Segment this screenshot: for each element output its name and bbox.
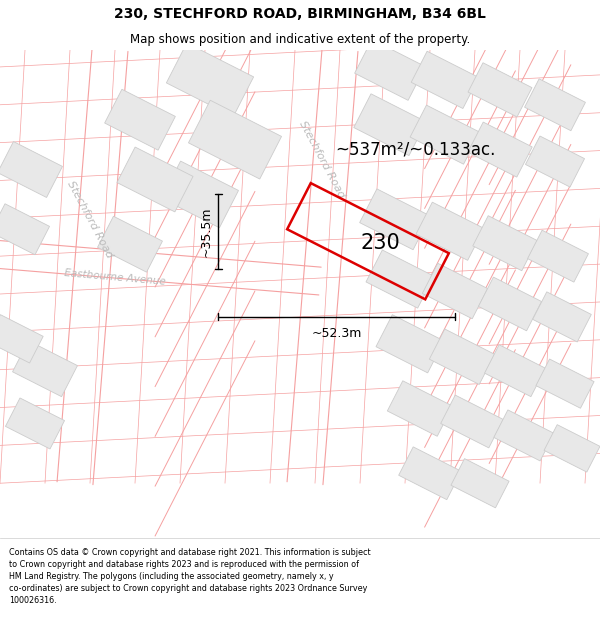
Polygon shape — [188, 100, 281, 179]
Text: Stechford Road: Stechford Road — [65, 179, 115, 259]
Polygon shape — [473, 216, 537, 271]
Polygon shape — [410, 105, 480, 164]
Polygon shape — [524, 79, 586, 131]
Polygon shape — [5, 398, 65, 449]
Text: Map shows position and indicative extent of the property.: Map shows position and indicative extent… — [130, 32, 470, 46]
Polygon shape — [354, 94, 426, 156]
Polygon shape — [451, 459, 509, 508]
Polygon shape — [359, 189, 430, 250]
Polygon shape — [440, 395, 503, 448]
Polygon shape — [0, 141, 62, 198]
Text: Contains OS data © Crown copyright and database right 2021. This information is : Contains OS data © Crown copyright and d… — [9, 549, 371, 604]
Polygon shape — [468, 62, 532, 117]
Polygon shape — [355, 39, 425, 101]
Polygon shape — [536, 359, 594, 408]
Polygon shape — [117, 147, 193, 212]
Polygon shape — [161, 161, 238, 228]
Text: Stechford Road: Stechford Road — [298, 119, 347, 200]
Polygon shape — [376, 315, 444, 373]
Polygon shape — [411, 51, 479, 109]
Polygon shape — [526, 136, 584, 187]
Polygon shape — [398, 447, 461, 499]
Polygon shape — [166, 43, 254, 117]
Polygon shape — [468, 122, 532, 177]
Text: ~537m²/~0.133ac.: ~537m²/~0.133ac. — [335, 141, 495, 159]
Polygon shape — [422, 263, 488, 319]
Polygon shape — [478, 277, 542, 331]
Polygon shape — [416, 202, 484, 261]
Text: ~52.3m: ~52.3m — [311, 327, 362, 340]
Polygon shape — [533, 292, 592, 342]
Polygon shape — [494, 410, 554, 461]
Polygon shape — [13, 341, 77, 397]
Polygon shape — [544, 424, 600, 472]
Polygon shape — [527, 230, 589, 282]
Polygon shape — [0, 204, 50, 255]
Text: 230: 230 — [360, 233, 400, 253]
Text: 230, STECHFORD ROAD, BIRMINGHAM, B34 6BL: 230, STECHFORD ROAD, BIRMINGHAM, B34 6BL — [114, 7, 486, 21]
Polygon shape — [485, 345, 545, 397]
Polygon shape — [98, 216, 163, 272]
Text: ~35.5m: ~35.5m — [200, 206, 213, 257]
Text: Eastbourne Avenue: Eastbourne Avenue — [64, 268, 166, 286]
Polygon shape — [366, 250, 434, 308]
Polygon shape — [430, 329, 494, 384]
Polygon shape — [104, 89, 175, 150]
Polygon shape — [388, 381, 452, 436]
Polygon shape — [0, 314, 43, 363]
